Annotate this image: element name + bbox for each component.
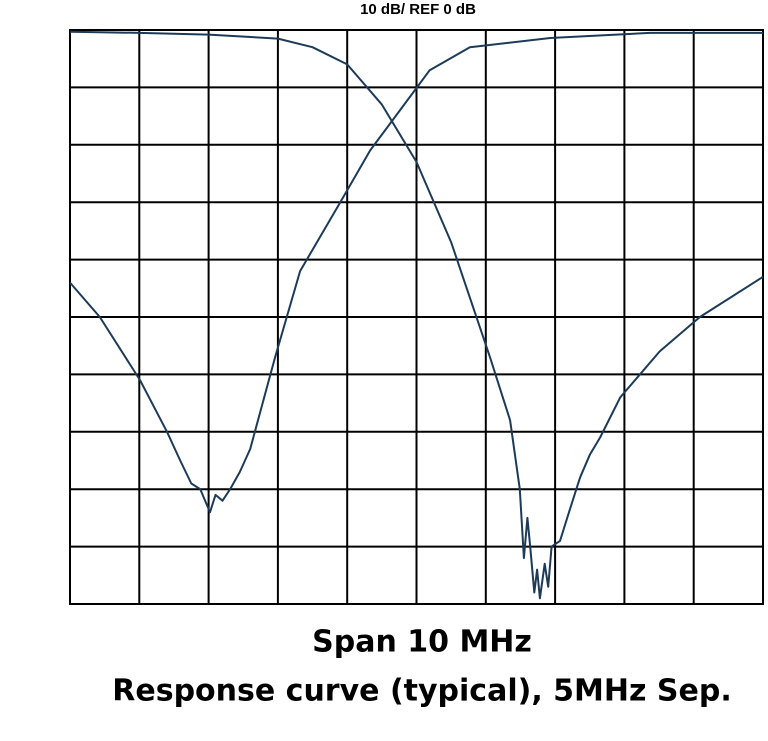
caption: Span 10 MHz [312,625,532,660]
chart-title: 10 dB/ REF 0 dB [360,1,476,18]
response-curve [69,30,764,600]
response-curve [69,31,763,514]
subcaption: Response curve (typical), 5MHz Sep. [112,674,731,709]
